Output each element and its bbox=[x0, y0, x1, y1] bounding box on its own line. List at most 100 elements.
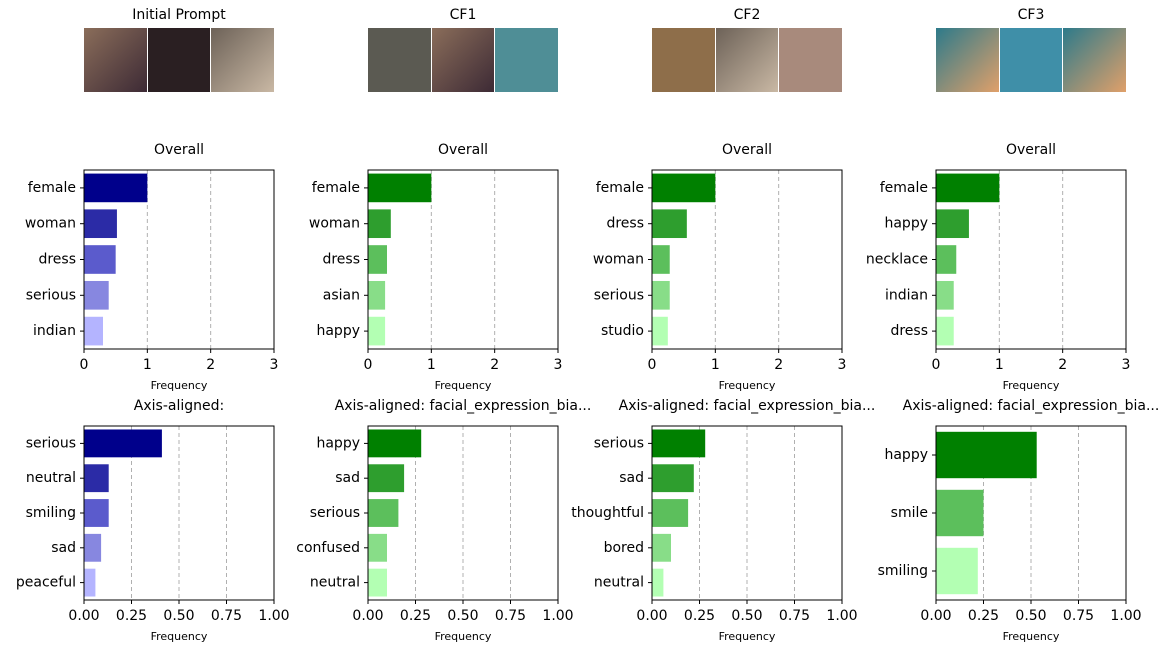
y-tick-label: woman bbox=[593, 252, 644, 268]
x-tick-label: 1 bbox=[995, 357, 1004, 373]
y-tick-label: indian bbox=[885, 287, 928, 303]
bar bbox=[652, 464, 694, 493]
y-tick-label: smiling bbox=[878, 563, 928, 579]
bar bbox=[652, 209, 687, 239]
y-tick-label: female bbox=[312, 180, 360, 196]
x-tick-label: 0.00 bbox=[352, 608, 383, 624]
bar bbox=[84, 429, 162, 458]
bar bbox=[936, 209, 969, 239]
column-title: CF1 bbox=[450, 7, 477, 23]
x-tick-label: 0.00 bbox=[636, 608, 667, 624]
bar bbox=[652, 280, 670, 310]
thumbnail bbox=[936, 28, 999, 92]
column-title: Initial Prompt bbox=[132, 7, 226, 23]
bar bbox=[652, 245, 670, 274]
x-tick-label: 0.75 bbox=[495, 608, 526, 624]
thumbnail bbox=[84, 28, 147, 92]
x-tick-label: 1.00 bbox=[542, 608, 573, 624]
bar bbox=[368, 209, 391, 239]
y-tick-label: serious bbox=[594, 287, 644, 303]
bar bbox=[368, 533, 387, 562]
thumbnail bbox=[779, 28, 842, 92]
x-tick-label: 0.75 bbox=[211, 608, 242, 624]
bar bbox=[84, 280, 109, 310]
bar bbox=[368, 173, 432, 203]
thumbnail bbox=[211, 28, 274, 92]
x-tick-label: 0 bbox=[648, 357, 657, 373]
y-tick-label: dress bbox=[890, 323, 928, 339]
y-tick-label: confused bbox=[296, 540, 360, 556]
thumbnail bbox=[652, 28, 715, 92]
bar bbox=[368, 499, 399, 527]
y-tick-label: peaceful bbox=[16, 575, 76, 591]
y-tick-label: happy bbox=[884, 447, 928, 463]
x-tick-label: 0.25 bbox=[968, 608, 999, 624]
chart-title: Axis-aligned: facial_expression_bia... bbox=[619, 398, 876, 414]
y-tick-label: female bbox=[596, 180, 644, 196]
y-tick-label: dress bbox=[606, 216, 644, 232]
x-tick-label: 0 bbox=[364, 357, 373, 373]
y-tick-label: dress bbox=[322, 252, 360, 268]
chart-title: Overall bbox=[154, 142, 204, 158]
bar bbox=[936, 173, 1000, 203]
x-tick-label: 1.00 bbox=[258, 608, 289, 624]
chart-title: Overall bbox=[438, 142, 488, 158]
thumbnail bbox=[716, 28, 778, 92]
y-tick-label: neutral bbox=[310, 575, 360, 591]
column-title: CF3 bbox=[1018, 7, 1045, 23]
thumbnail bbox=[368, 28, 431, 92]
bar bbox=[84, 464, 109, 493]
bar bbox=[84, 568, 96, 597]
y-tick-label: sad bbox=[51, 540, 76, 556]
bar bbox=[84, 173, 148, 203]
x-tick-label: 2 bbox=[206, 357, 215, 373]
y-tick-label: female bbox=[880, 180, 928, 196]
axes-frame bbox=[935, 169, 1127, 350]
y-tick-label: sad bbox=[619, 470, 644, 486]
bar bbox=[652, 533, 671, 562]
thumbnails bbox=[84, 28, 1126, 92]
y-tick-label: happy bbox=[316, 323, 360, 339]
y-tick-label: dress bbox=[38, 252, 76, 268]
axes-frame bbox=[935, 425, 1127, 601]
x-tick-label: 1 bbox=[143, 357, 152, 373]
x-tick-label: 3 bbox=[554, 357, 563, 373]
x-tick-label: 0.25 bbox=[400, 608, 431, 624]
axes-frame bbox=[367, 169, 559, 350]
x-axis-label: Frequency bbox=[435, 630, 492, 643]
x-tick-label: 0 bbox=[80, 357, 89, 373]
y-tick-label: woman bbox=[25, 216, 76, 232]
x-axis-label: Frequency bbox=[435, 379, 492, 392]
y-tick-label: happy bbox=[884, 216, 928, 232]
bar bbox=[368, 245, 387, 274]
thumbnail bbox=[1000, 28, 1062, 92]
y-tick-label: serious bbox=[594, 435, 644, 451]
x-tick-label: 0.75 bbox=[1063, 608, 1094, 624]
chart-title: Axis-aligned: facial_expression_bia... bbox=[335, 398, 592, 414]
y-tick-label: woman bbox=[309, 216, 360, 232]
x-tick-label: 3 bbox=[270, 357, 279, 373]
thumbnail bbox=[432, 28, 494, 92]
thumbnail bbox=[495, 28, 558, 92]
x-axis-label: Frequency bbox=[1003, 379, 1060, 392]
axes-frame bbox=[651, 425, 843, 601]
bar bbox=[368, 464, 405, 493]
x-tick-label: 0.50 bbox=[447, 608, 478, 624]
x-axis-label: Frequency bbox=[719, 379, 776, 392]
y-tick-label: happy bbox=[316, 435, 360, 451]
axes-frame bbox=[651, 169, 843, 350]
chart-title: Overall bbox=[1006, 142, 1056, 158]
y-tick-label: thoughtful bbox=[571, 505, 644, 521]
chart-title: Axis-aligned: bbox=[134, 398, 224, 414]
y-tick-label: smile bbox=[891, 505, 928, 521]
thumbnail bbox=[1063, 28, 1126, 92]
bar bbox=[936, 280, 954, 310]
axes-frame bbox=[367, 425, 559, 601]
x-tick-label: 1 bbox=[711, 357, 720, 373]
y-tick-label: serious bbox=[26, 435, 76, 451]
y-tick-label: neutral bbox=[594, 575, 644, 591]
y-tick-label: bored bbox=[604, 540, 644, 556]
x-tick-label: 3 bbox=[1122, 357, 1131, 373]
